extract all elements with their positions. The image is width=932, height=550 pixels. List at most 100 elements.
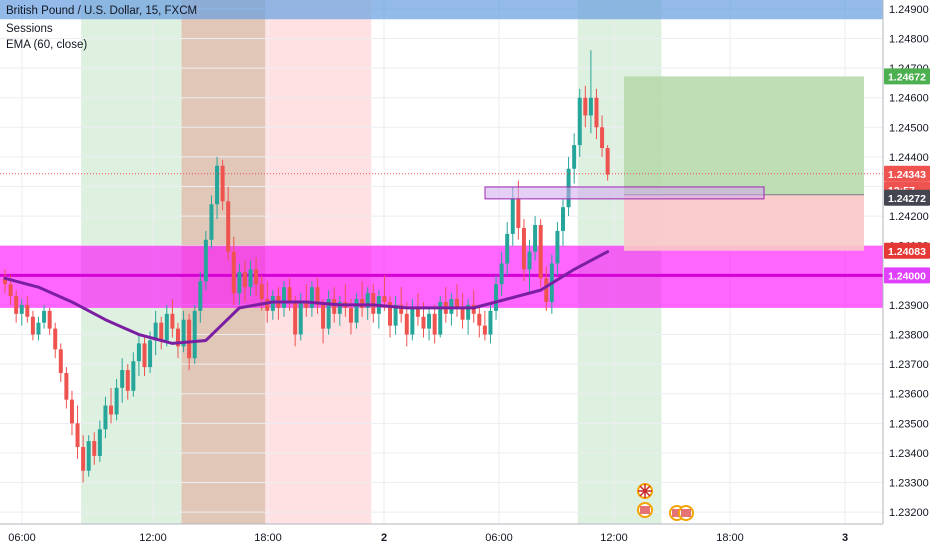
time-tick-label: 18:00: [716, 532, 744, 544]
candle-body: [136, 343, 141, 362]
price-tick-label: 1.23700: [889, 359, 929, 371]
economic-event-icons[interactable]: [637, 483, 694, 521]
candle-body: [69, 399, 74, 424]
candle-body: [175, 328, 180, 347]
candle-body: [64, 373, 69, 400]
stop-price-tag: 1.24083: [888, 246, 926, 258]
candle-body: [594, 97, 599, 128]
price-tick-label: 1.24800: [889, 33, 929, 45]
candle-body: [153, 322, 158, 341]
candle-body: [315, 287, 320, 305]
time-tick-label: 12:00: [600, 532, 628, 544]
candle-body: [242, 272, 247, 288]
candle-body: [142, 343, 147, 368]
candle-body: [415, 307, 420, 317]
candle-body: [421, 316, 426, 329]
candle-body: [527, 251, 532, 270]
candle-body: [432, 313, 437, 335]
target-price-tag: 1.24672: [888, 71, 926, 83]
candle-body: [544, 278, 549, 302]
candle-body: [86, 441, 91, 471]
current-price-tag: 1.24343: [888, 169, 926, 181]
indicator-sessions[interactable]: Sessions: [6, 23, 53, 35]
us-flag-stripes-icon-3: [681, 509, 691, 517]
candle-body: [125, 370, 130, 391]
candle-body: [577, 97, 582, 146]
price-tick-label: 1.24400: [889, 152, 929, 164]
candle-body: [365, 293, 370, 308]
candle-body: [14, 296, 19, 314]
candle-body: [209, 204, 214, 240]
candle-body: [164, 313, 169, 341]
candle-body: [505, 233, 510, 264]
candle-body: [254, 269, 259, 285]
candle-body: [120, 370, 125, 388]
candle-body: [181, 319, 186, 347]
candle-body: [309, 287, 314, 308]
candle-body: [298, 301, 303, 335]
candle-body: [410, 307, 415, 335]
zones: [0, 0, 883, 308]
candle-body: [354, 299, 359, 323]
candle-body: [198, 281, 203, 311]
candle-body: [265, 299, 270, 311]
candle-body: [114, 387, 119, 415]
candle-body: [231, 251, 236, 294]
candle-body: [215, 165, 220, 205]
price-axis[interactable]: [883, 0, 932, 524]
entry-price-tag: 1.24272: [888, 193, 926, 205]
candle-body: [3, 278, 7, 285]
candle-body: [30, 316, 35, 335]
candle-body: [588, 97, 593, 116]
candle-body: [226, 201, 231, 252]
stop-area: [624, 194, 864, 251]
candle-body: [326, 299, 331, 329]
price-tick-label: 1.23400: [889, 448, 929, 460]
candle-body: [248, 269, 253, 288]
candle-body: [399, 304, 404, 314]
candle-body: [25, 304, 30, 317]
candle-body: [259, 284, 264, 300]
candle-body: [97, 429, 102, 456]
target-area: [624, 76, 864, 195]
time-tick-label: 12:00: [139, 532, 167, 544]
candle-body: [583, 97, 588, 116]
time-axis[interactable]: [0, 524, 883, 550]
candle-body: [53, 328, 58, 350]
overlays: [0, 173, 883, 345]
time-axis-labels: 06:00 12:00 18:00 2 06:00 12:00 18:00 3: [8, 532, 848, 544]
candle-body: [494, 284, 499, 311]
candle-body: [36, 322, 41, 335]
candle-body: [499, 263, 504, 285]
candle-body: [605, 148, 610, 175]
candle-body: [555, 230, 560, 264]
candle-body: [572, 145, 577, 169]
uk-flag-cross-icon: [638, 484, 652, 498]
candle-body: [321, 304, 326, 329]
candle-body: [538, 224, 543, 279]
candle-body: [220, 165, 225, 202]
candle-body: [337, 301, 342, 314]
candle-body: [42, 310, 47, 323]
candle-body: [159, 322, 164, 341]
stop-price-tag-bg: [884, 242, 930, 259]
candle-body: [533, 224, 538, 252]
ema-line: [3, 250, 610, 345]
us-flag-stripes-icon-2: [672, 509, 682, 517]
target-price-tag-bg: [884, 68, 930, 85]
symbol-title[interactable]: British Pound / U.S. Dollar, 15, FXCM: [6, 5, 197, 17]
candle-body: [488, 310, 493, 335]
candle-body: [427, 313, 432, 329]
indicator-ema[interactable]: EMA (60, close): [6, 39, 87, 51]
candle-body: [81, 447, 86, 471]
candle-body: [438, 301, 443, 335]
current-price-tag-bg: [884, 165, 930, 182]
candle-body: [348, 307, 353, 323]
time-tick-label: 2: [381, 532, 387, 544]
candle-body: [237, 272, 242, 294]
candle-body: [131, 361, 136, 391]
candle-body: [561, 207, 565, 231]
candle-body: [521, 227, 526, 270]
candle-body: [47, 310, 52, 329]
